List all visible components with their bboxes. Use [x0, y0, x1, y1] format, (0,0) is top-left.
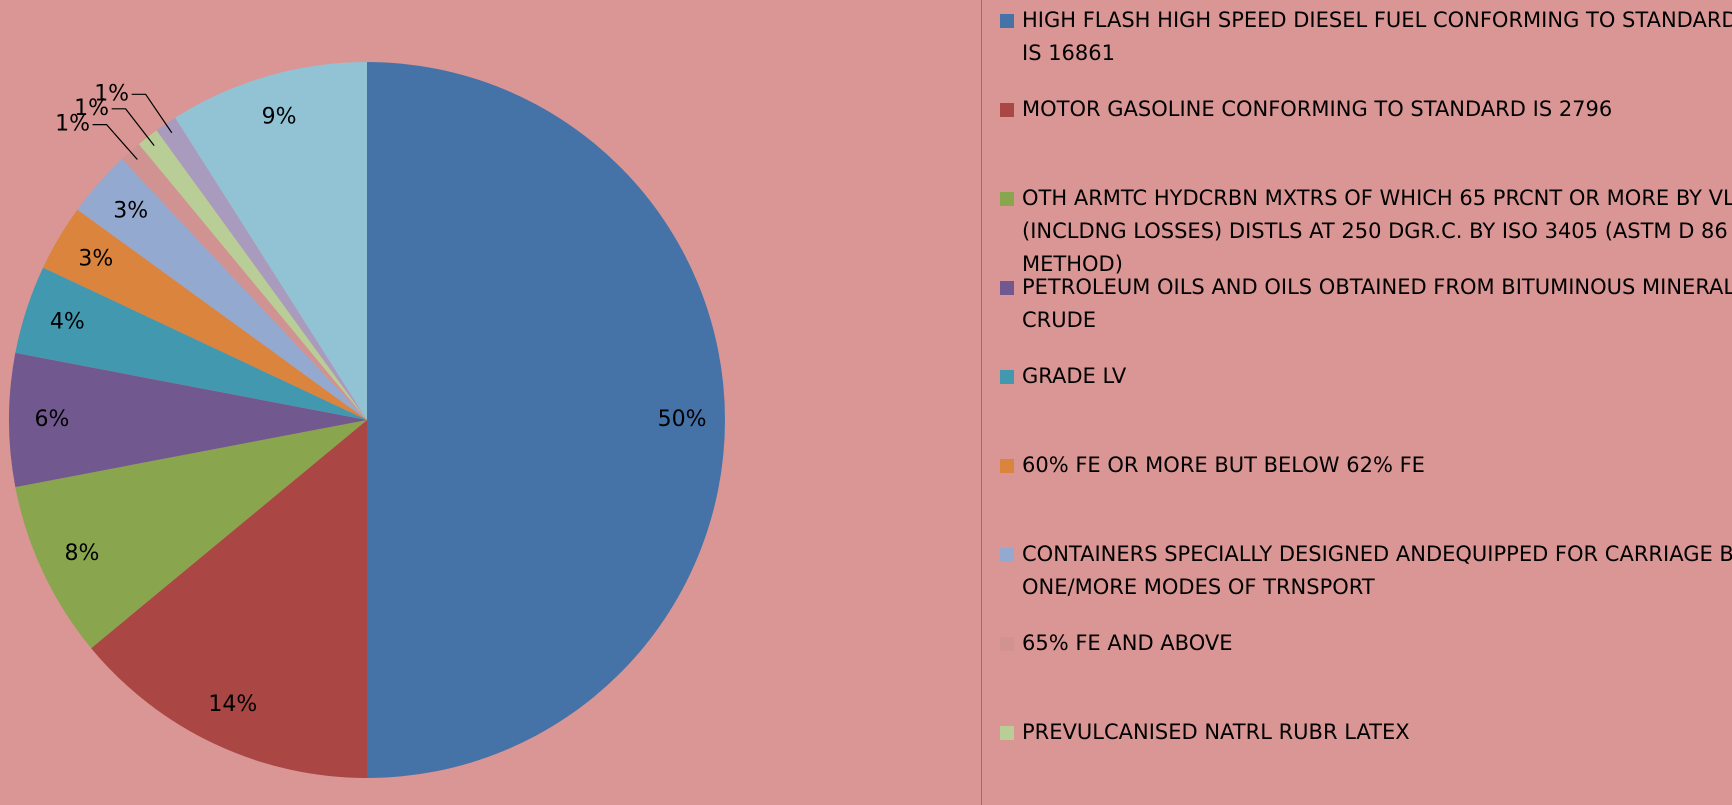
- pie-slice: [175, 62, 367, 420]
- legend-swatch: [1000, 103, 1014, 117]
- pie-slice: [43, 209, 368, 420]
- legend-swatch: [1000, 548, 1014, 562]
- pie-slice: [138, 130, 367, 420]
- legend-label: PREVULCANISED NATRL RUBR LATEX: [1022, 720, 1410, 744]
- legend-swatch: [1000, 726, 1014, 740]
- pie-slice: [367, 62, 725, 778]
- data-label: 14%: [208, 692, 257, 717]
- legend-swatch: [1000, 459, 1014, 473]
- legend-label: HIGH FLASH HIGH SPEED DIESEL FUEL CONFOR…: [1022, 8, 1732, 65]
- legend-label: OTH ARMTC HYDCRBN MXTRS OF WHICH 65 PRCN…: [1022, 186, 1732, 276]
- legend-swatch: [1000, 14, 1014, 28]
- legend-item: PREVULCANISED NATRL RUBR LATEX: [1000, 716, 1732, 749]
- pie-slice: [15, 420, 368, 649]
- data-label: 50%: [658, 407, 707, 432]
- legend-item: CONTAINERS SPECIALLY DESIGNED ANDEQUIPPE…: [1000, 538, 1732, 604]
- legend-swatch: [1000, 637, 1014, 651]
- data-label: 1%: [94, 81, 129, 106]
- pie-slice: [77, 159, 367, 420]
- pie-slice: [156, 117, 367, 421]
- legend-swatch: [1000, 281, 1014, 295]
- legend-label: 65% FE AND ABOVE: [1022, 631, 1233, 655]
- leader-line: [111, 108, 155, 146]
- legend-item: OTH ARMTC HYDCRBN MXTRS OF WHICH 65 PRCN…: [1000, 182, 1732, 281]
- pie-slice: [15, 267, 368, 420]
- data-label: 6%: [35, 407, 70, 432]
- pie-slice: [9, 352, 368, 488]
- legend-item: MOTOR GASOLINE CONFORMING TO STANDARD IS…: [1000, 93, 1732, 126]
- legend: HIGH FLASH HIGH SPEED DIESEL FUEL CONFOR…: [981, 0, 1732, 805]
- data-label: 1%: [55, 112, 90, 137]
- chart: 50% 14% 8% 6% 4% 3%3% 1%1%1% 9%: [9, 62, 725, 778]
- leader-line: [92, 124, 138, 160]
- legend-label: CONTAINERS SPECIALLY DESIGNED ANDEQUIPPE…: [1022, 542, 1732, 599]
- pie-slice: [91, 420, 368, 778]
- data-label: 3%: [78, 247, 113, 272]
- data-label: 9%: [262, 104, 297, 129]
- legend-label: 60% FE OR MORE BUT BELOW 62% FE: [1022, 453, 1425, 477]
- pie-slice: [121, 144, 368, 421]
- leader-line: [131, 93, 173, 134]
- data-label: 3%: [113, 199, 148, 224]
- data-label: 4%: [50, 310, 85, 335]
- legend-item: HIGH FLASH HIGH SPEED DIESEL FUEL CONFOR…: [1000, 4, 1732, 70]
- legend-item: GRADE LV: [1000, 360, 1732, 393]
- legend-label: PETROLEUM OILS AND OILS OBTAINED FROM BI…: [1022, 275, 1732, 332]
- data-label: 8%: [64, 541, 99, 566]
- legend-label: GRADE LV: [1022, 364, 1127, 388]
- legend-label: MOTOR GASOLINE CONFORMING TO STANDARD IS…: [1022, 97, 1613, 121]
- legend-swatch: [1000, 192, 1014, 206]
- legend-item: PETROLEUM OILS AND OILS OBTAINED FROM BI…: [1000, 271, 1732, 337]
- data-label: 1%: [74, 96, 109, 121]
- legend-item: 65% FE AND ABOVE: [1000, 627, 1732, 660]
- legend-swatch: [1000, 370, 1014, 384]
- legend-item: 60% FE OR MORE BUT BELOW 62% FE: [1000, 449, 1732, 482]
